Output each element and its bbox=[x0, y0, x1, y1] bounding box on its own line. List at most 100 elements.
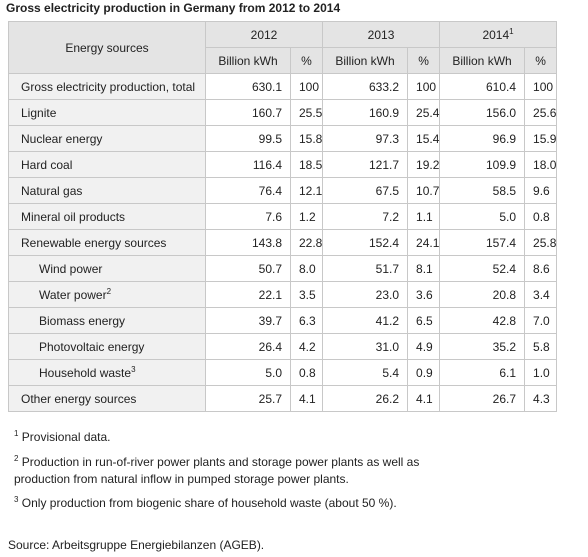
label: Hard coal bbox=[21, 157, 73, 172]
unit-header: Billion kWh bbox=[439, 47, 526, 74]
cell: 6.5 bbox=[407, 307, 441, 334]
cell: 35.2 bbox=[439, 333, 526, 360]
note-mark: 1 bbox=[509, 27, 514, 36]
table-row: Photovoltaic energy 26.4 4.2 31.0 4.9 35.2 5.8 bbox=[8, 333, 558, 360]
table-row: Natural gas 76.4 12.1 67.5 10.7 58.5 9.6 bbox=[8, 177, 558, 204]
note-mark: 2 bbox=[106, 287, 112, 296]
cell: 10.7 bbox=[407, 177, 441, 204]
label: Photovoltaic energy bbox=[39, 339, 145, 354]
data-table: Energy sources 2012 2013 20141 Billion kWh% B… bbox=[8, 21, 558, 412]
note-mark: 1 bbox=[14, 429, 19, 438]
cell: 42.8 bbox=[439, 307, 526, 334]
cell: 22.1 bbox=[205, 281, 291, 308]
cell: 8.0 bbox=[289, 255, 324, 282]
cell: 4.9 bbox=[407, 333, 441, 360]
cell: 1.2 bbox=[289, 203, 324, 230]
cell: 109.9 bbox=[439, 151, 526, 178]
unit-header: Billion kWh bbox=[205, 47, 291, 74]
cell: 26.2 bbox=[322, 385, 409, 412]
table-row: Hard coal 116.4 18.5 121.7 19.2 109.9 18.0 bbox=[8, 151, 558, 178]
unit-header: % bbox=[407, 47, 441, 74]
table-body: Gross electricity production, total 630.1… bbox=[8, 73, 558, 412]
cell: 8.1 bbox=[407, 255, 441, 282]
cell: 5.0 bbox=[205, 359, 291, 386]
row-label: Wind power bbox=[8, 255, 206, 282]
row-label: Photovoltaic energy bbox=[8, 333, 206, 360]
footnote: 2 Production in run-of-river power plant… bbox=[14, 450, 434, 488]
cell: 20.8 bbox=[439, 281, 526, 308]
cell: 100 bbox=[524, 73, 558, 100]
header-label: Energy sources bbox=[8, 21, 206, 74]
cell: 6.1 bbox=[439, 359, 526, 386]
cell: 0.9 bbox=[407, 359, 441, 386]
cell: 22.8 bbox=[289, 229, 324, 256]
cell: 4.2 bbox=[289, 333, 324, 360]
cell: 67.5 bbox=[322, 177, 409, 204]
cell: 4.3 bbox=[524, 385, 558, 412]
label: Household waste bbox=[39, 366, 132, 380]
cell: 7.2 bbox=[322, 203, 409, 230]
cell: 152.4 bbox=[322, 229, 409, 256]
row-label: Renewable energy sources bbox=[8, 229, 206, 256]
table-row: Nuclear energy 99.5 15.8 97.3 15.4 96.9 15.9 bbox=[8, 125, 558, 152]
cell: 8.6 bbox=[524, 255, 558, 282]
cell: 39.7 bbox=[205, 307, 291, 334]
cell: 1.1 bbox=[407, 203, 441, 230]
cell: 25.7 bbox=[205, 385, 291, 412]
cell: 9.6 bbox=[524, 177, 558, 204]
cell: 156.0 bbox=[439, 99, 526, 126]
cell: 97.3 bbox=[322, 125, 409, 152]
cell: 5.0 bbox=[439, 203, 526, 230]
row-label: Hard coal bbox=[8, 151, 206, 178]
cell: 160.9 bbox=[322, 99, 409, 126]
cell: 3.5 bbox=[289, 281, 324, 308]
cell: 25.8 bbox=[524, 229, 558, 256]
cell: 7.0 bbox=[524, 307, 558, 334]
header-row: Energy sources 2012 2013 20141 bbox=[8, 21, 558, 74]
year: 2012 bbox=[250, 27, 278, 42]
label: Mineral oil products bbox=[21, 209, 126, 224]
cell: 15.8 bbox=[289, 125, 324, 152]
cell: 7.6 bbox=[205, 203, 291, 230]
note-mark: 2 bbox=[14, 454, 19, 463]
cell: 18.0 bbox=[524, 151, 558, 178]
label: Water power bbox=[39, 288, 107, 302]
cell: 5.4 bbox=[322, 359, 409, 386]
cell: 12.1 bbox=[289, 177, 324, 204]
table-row: Renewable energy sources 143.8 22.8 152.4 24… bbox=[8, 229, 558, 256]
cell: 0.8 bbox=[289, 359, 324, 386]
year-header: 2013 bbox=[322, 21, 441, 48]
label: Lignite bbox=[21, 105, 57, 120]
unit-row: Billion kWh% Billion kWh% Billion kWh% bbox=[9, 47, 558, 74]
unit-header: Billion kWh bbox=[322, 47, 409, 74]
label: Wind power bbox=[39, 261, 103, 276]
year: 2013 bbox=[367, 27, 395, 42]
cell: 4.1 bbox=[407, 385, 441, 412]
cell: 15.4 bbox=[407, 125, 441, 152]
cell: 143.8 bbox=[205, 229, 291, 256]
row-label: Mineral oil products bbox=[8, 203, 206, 230]
label: Biomass energy bbox=[39, 313, 126, 328]
footnote: 1 Provisional data. bbox=[14, 425, 434, 446]
table-row: Household waste3 5.0 0.8 5.4 0.9 6.1 1.0 bbox=[8, 359, 558, 386]
cell: 160.7 bbox=[205, 99, 291, 126]
footnote: 3 Only production from biogenic share of… bbox=[14, 491, 434, 512]
cell: 41.2 bbox=[322, 307, 409, 334]
footnote-text: Provisional data. bbox=[21, 430, 111, 444]
cell: 157.4 bbox=[439, 229, 526, 256]
cell: 633.2 bbox=[322, 73, 409, 100]
cell: 18.5 bbox=[289, 151, 324, 178]
label: Renewable energy sources bbox=[21, 235, 167, 250]
cell: 25.4 bbox=[407, 99, 441, 126]
title: Gross electricity production in Germany … bbox=[6, 1, 341, 15]
cell: 100 bbox=[407, 73, 441, 100]
cell: 6.3 bbox=[289, 307, 324, 334]
table-header: Energy sources 2012 2013 20141 Billion kWh% B… bbox=[8, 21, 558, 74]
year-header: 20141 bbox=[439, 21, 558, 48]
unit-header: % bbox=[289, 47, 324, 74]
cell: 116.4 bbox=[205, 151, 291, 178]
row-label: Lignite bbox=[8, 99, 206, 126]
table-row: Mineral oil products 7.6 1.2 7.2 1.1 5.0 0.8 bbox=[8, 203, 558, 230]
cell: 0.8 bbox=[524, 203, 558, 230]
table-row: Water power2 22.1 3.5 23.0 3.6 20.8 3.4 bbox=[8, 281, 558, 308]
